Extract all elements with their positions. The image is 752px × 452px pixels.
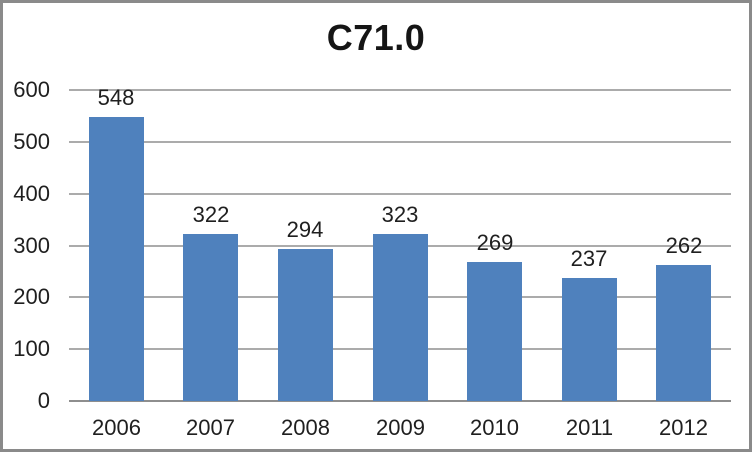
bar-value-label: 548 bbox=[97, 85, 135, 110]
bar-value-label: 322 bbox=[192, 202, 230, 227]
x-axis-tick-label: 2006 bbox=[92, 415, 141, 440]
gridline bbox=[69, 192, 731, 195]
x-axis-tick-label: 2007 bbox=[186, 415, 235, 440]
x-axis-tick-label: 2012 bbox=[659, 415, 708, 440]
bar bbox=[183, 234, 238, 401]
y-axis-tick-label: 100 bbox=[13, 336, 50, 362]
bar-value-label: 269 bbox=[476, 230, 514, 255]
chart-title: C71.0 bbox=[326, 17, 426, 58]
gridline bbox=[69, 89, 731, 91]
y-axis-tick-label: 200 bbox=[13, 284, 50, 310]
x-axis-tick-label: 2009 bbox=[376, 415, 425, 440]
bar-value-label: 237 bbox=[570, 246, 608, 271]
y-axis-tick-label: 500 bbox=[13, 128, 50, 154]
gridline bbox=[69, 140, 731, 143]
y-axis-tick-label: 600 bbox=[13, 77, 50, 102]
bar-value-label: 262 bbox=[665, 233, 703, 258]
x-axis-line bbox=[69, 400, 731, 402]
x-axis-tick-label: 2011 bbox=[565, 415, 614, 440]
bar bbox=[656, 265, 711, 401]
y-axis-tick-label: 0 bbox=[37, 388, 50, 413]
bar bbox=[562, 278, 617, 401]
x-axis-tick-label: 2010 bbox=[470, 415, 519, 440]
bar bbox=[89, 117, 144, 401]
bar-value-label: 323 bbox=[381, 202, 419, 227]
x-axis-tick-label: 2008 bbox=[281, 415, 330, 440]
y-axis-tick-label: 300 bbox=[13, 232, 50, 258]
y-axis-tick-label: 400 bbox=[13, 180, 50, 206]
bar bbox=[373, 234, 428, 401]
bar bbox=[278, 249, 333, 401]
bar bbox=[467, 262, 522, 401]
bar-value-label: 294 bbox=[286, 217, 324, 242]
